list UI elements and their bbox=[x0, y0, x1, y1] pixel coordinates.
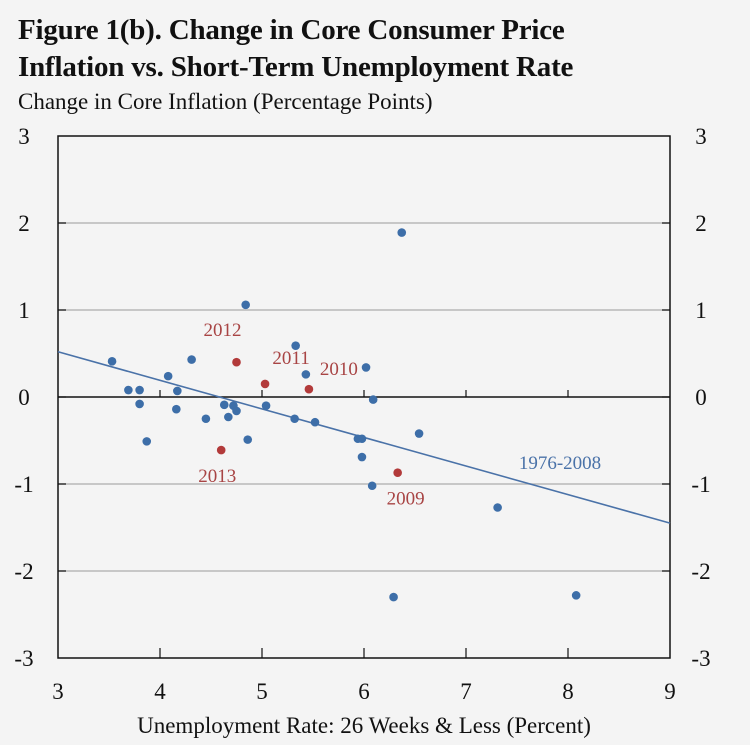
data-point-historical bbox=[290, 414, 299, 424]
y-tick-label-left: 3 bbox=[18, 124, 30, 149]
data-point-historical bbox=[367, 481, 377, 491]
data-point-historical bbox=[389, 592, 398, 602]
data-point-historical bbox=[135, 385, 144, 395]
data-point-historical bbox=[310, 417, 320, 427]
y-tick-label-right: 1 bbox=[695, 298, 707, 323]
data-point-historical bbox=[107, 357, 117, 366]
x-tick-label: 5 bbox=[256, 679, 268, 704]
y-tick-label-right: 3 bbox=[695, 124, 707, 149]
y-tick-label-left: -3 bbox=[14, 646, 33, 671]
chart-title-line2: Inflation vs. Short-Term Unemployment Ra… bbox=[18, 51, 574, 83]
data-point-historical bbox=[201, 414, 211, 424]
x-tick-label: 7 bbox=[460, 679, 472, 704]
y-axis-title: Change in Core Inflation (Percentage Poi… bbox=[18, 89, 433, 114]
data-point-label: 2012 bbox=[204, 320, 242, 341]
data-point-recent bbox=[260, 379, 270, 389]
x-tick-label: 3 bbox=[52, 679, 64, 704]
data-point-historical bbox=[493, 503, 502, 512]
data-point-historical bbox=[357, 434, 367, 444]
x-tick-label: 6 bbox=[358, 679, 370, 704]
y-tick-label-right: -1 bbox=[691, 472, 710, 497]
data-point-historical bbox=[241, 300, 250, 310]
y-tick-label-left: 0 bbox=[18, 385, 30, 410]
data-point-recent bbox=[216, 445, 226, 455]
x-tick-label: 4 bbox=[154, 679, 166, 704]
data-point-historical bbox=[173, 386, 182, 396]
y-tick-label-left: -2 bbox=[14, 559, 33, 584]
data-point-label: 2011 bbox=[272, 348, 309, 369]
axes bbox=[57, 135, 671, 659]
x-tick-label: 9 bbox=[664, 679, 676, 704]
data-point-historical bbox=[172, 404, 181, 414]
data-point-historical bbox=[571, 591, 581, 600]
y-tick-label-right: -2 bbox=[691, 559, 710, 584]
trend-line-label: 1976-2008 bbox=[519, 453, 601, 474]
y-tick-label-left: -1 bbox=[14, 472, 33, 497]
data-point-historical bbox=[124, 385, 133, 395]
data-point-historical bbox=[232, 406, 241, 416]
y-tick-label-right: 2 bbox=[695, 211, 707, 236]
y-tick-label-left: 2 bbox=[18, 211, 30, 236]
data-point-historical bbox=[142, 437, 152, 446]
data-point-historical bbox=[368, 395, 378, 404]
data-point-historical bbox=[301, 370, 311, 379]
data-point-historical bbox=[224, 412, 233, 422]
data-point-historical bbox=[135, 399, 144, 409]
data-point-historical bbox=[187, 355, 196, 364]
data-point-historical bbox=[361, 363, 371, 372]
data-point-recent bbox=[304, 384, 314, 394]
data-point-historical bbox=[414, 429, 424, 438]
data-point-historical bbox=[219, 400, 229, 410]
data-point-historical bbox=[397, 228, 407, 237]
data-point-historical bbox=[357, 452, 367, 462]
tick-labels: 3 3 2 2 1 1 0 0 -1 -1 -2 -2 -3 -3 3 4 5 6 7 8 9 bbox=[14, 124, 710, 704]
data-points: 2009 2010 2011 2012 2013 bbox=[107, 228, 581, 602]
y-tick-label-left: 1 bbox=[18, 298, 30, 323]
y-tick-label-right: 0 bbox=[695, 385, 707, 410]
data-point-historical bbox=[261, 401, 271, 411]
data-point-historical bbox=[243, 435, 253, 444]
data-point-label: 2013 bbox=[198, 466, 236, 487]
data-point-recent bbox=[232, 357, 241, 367]
gridlines bbox=[58, 222, 670, 572]
x-axis-title: Unemployment Rate: 26 Weeks & Less (Perc… bbox=[137, 713, 591, 738]
chart-title: Figure 1(b). Change in Core Consumer Pri… bbox=[18, 12, 573, 86]
data-point-historical bbox=[163, 371, 173, 381]
data-point-label: 2009 bbox=[387, 489, 425, 510]
data-point-historical bbox=[291, 341, 300, 350]
y-tick-label-right: -3 bbox=[691, 646, 710, 671]
data-point-recent bbox=[393, 468, 402, 477]
data-point-label: 2010 bbox=[320, 359, 358, 380]
chart-title-line1: Figure 1(b). Change in Core Consumer Pri… bbox=[18, 14, 565, 46]
x-tick-label: 8 bbox=[562, 679, 574, 704]
